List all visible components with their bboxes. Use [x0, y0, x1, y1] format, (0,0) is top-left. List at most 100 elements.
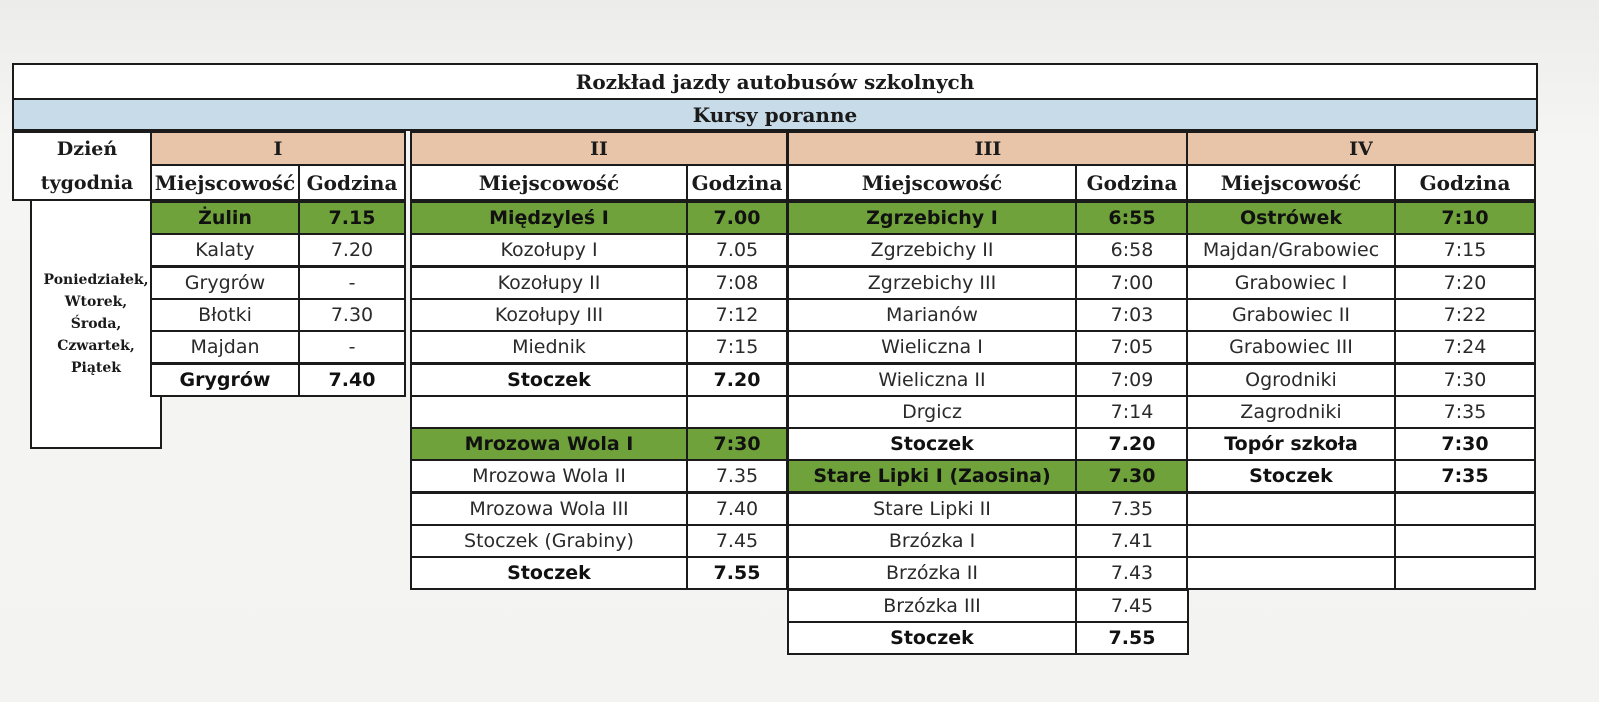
- day-column-header: Dzień tygodnia: [12, 131, 162, 201]
- column-header-time: Godzina: [686, 164, 788, 201]
- stop-time: 7:22: [1394, 298, 1536, 332]
- column-header-time: Godzina: [1394, 164, 1536, 201]
- stop-place: Kozołupy I: [410, 233, 688, 267]
- stop-place: Majdan: [150, 330, 300, 364]
- stop-time: 7.15: [298, 201, 406, 235]
- stop-place: Mrozowa Wola II: [410, 459, 688, 493]
- stop-place: Brzózka III: [787, 589, 1077, 623]
- stop-place: [1186, 524, 1396, 558]
- stop-time: 7:09: [1075, 363, 1189, 397]
- stop-time: 7:30: [1394, 427, 1536, 461]
- stop-time: 7.20: [686, 363, 788, 397]
- stop-time: 7.45: [686, 524, 788, 558]
- stop-time: 7:15: [1394, 233, 1536, 267]
- stop-place: Drgicz: [787, 395, 1077, 429]
- day-header-line-2: tygodnia: [40, 172, 134, 194]
- stop-place: Żulin: [150, 201, 300, 235]
- column-header-place: Miejscowość: [150, 164, 300, 201]
- day-label: Piątek: [71, 360, 121, 376]
- stop-place: Brzózka I: [787, 524, 1077, 558]
- stop-time: [1394, 556, 1536, 590]
- stop-place: Międzyleś I: [410, 201, 688, 235]
- stop-place: Stare Lipki I (Zaosina): [787, 459, 1077, 493]
- stop-place: Kozołupy II: [410, 266, 688, 300]
- stop-time: 7:08: [686, 266, 788, 300]
- stop-place: Stoczek (Grabiny): [410, 524, 688, 558]
- stop-time: 7.00: [686, 201, 788, 235]
- table-title: Rozkład jazdy autobusów szkolnych: [12, 63, 1538, 100]
- stop-time: 7.40: [686, 492, 788, 526]
- stop-time: 7.20: [1075, 427, 1189, 461]
- day-header-line-1: Dzień: [56, 138, 118, 160]
- stop-time: 7.20: [298, 233, 406, 267]
- stop-place: [1186, 492, 1396, 526]
- stop-time: 7.30: [1075, 459, 1189, 493]
- stop-time: 7:35: [1394, 395, 1536, 429]
- stop-time: 7:30: [1394, 363, 1536, 397]
- route-number: III: [787, 131, 1189, 166]
- days-cell: Poniedziałek, Wtorek, Środa, Czwartek, P…: [30, 199, 162, 449]
- stop-place: Kozołupy III: [410, 298, 688, 332]
- stop-time: [686, 395, 788, 429]
- stop-time: -: [298, 266, 406, 300]
- route-number: IV: [1186, 131, 1536, 166]
- stop-place: Grabowiec II: [1186, 298, 1396, 332]
- stop-time: 7:12: [686, 298, 788, 332]
- stop-time: 7.55: [1075, 621, 1189, 655]
- stop-place: Ostrówek: [1186, 201, 1396, 235]
- column-header-place: Miejscowość: [410, 164, 688, 201]
- stop-place: Grygrów: [150, 266, 300, 300]
- stop-time: 7:05: [1075, 330, 1189, 364]
- stop-time: 7:00: [1075, 266, 1189, 300]
- stop-place: Ogrodniki: [1186, 363, 1396, 397]
- stop-place: Stoczek: [410, 363, 688, 397]
- stop-place: Wieliczna I: [787, 330, 1077, 364]
- stop-time: 7:15: [686, 330, 788, 364]
- day-label: Poniedziałek,: [43, 272, 149, 288]
- stop-place: Mrozowa Wola III: [410, 492, 688, 526]
- column-header-time: Godzina: [298, 164, 406, 201]
- stop-place: Stoczek: [787, 427, 1077, 461]
- column-header-time: Godzina: [1075, 164, 1189, 201]
- stop-place: Grabowiec I: [1186, 266, 1396, 300]
- stop-place: Stoczek: [787, 621, 1077, 655]
- stop-time: 6:58: [1075, 233, 1189, 267]
- stop-place: [410, 395, 688, 429]
- stop-time: -: [298, 330, 406, 364]
- stop-time: 7:30: [686, 427, 788, 461]
- stop-place: Zgrzebichy II: [787, 233, 1077, 267]
- stop-time: 7:35: [1394, 459, 1536, 493]
- stop-place: Grabowiec III: [1186, 330, 1396, 364]
- stop-place: Majdan/Grabowiec: [1186, 233, 1396, 267]
- stop-time: 7.41: [1075, 524, 1189, 558]
- stop-time: 7:03: [1075, 298, 1189, 332]
- route-number: I: [150, 131, 406, 166]
- stop-time: 7.05: [686, 233, 788, 267]
- stop-time: 7:14: [1075, 395, 1189, 429]
- stop-place: Stare Lipki II: [787, 492, 1077, 526]
- stop-time: 7:20: [1394, 266, 1536, 300]
- column-header-place: Miejscowość: [1186, 164, 1396, 201]
- stop-time: 7:10: [1394, 201, 1536, 235]
- stop-place: Stoczek: [410, 556, 688, 590]
- table-subtitle: Kursy poranne: [12, 98, 1538, 131]
- stop-time: 7.30: [298, 298, 406, 332]
- route-number: II: [410, 131, 788, 166]
- stop-place: Grygrów: [150, 363, 300, 397]
- stop-time: [1394, 492, 1536, 526]
- stop-place: Mrozowa Wola I: [410, 427, 688, 461]
- stop-time: [1394, 524, 1536, 558]
- stop-place: Zagrodniki: [1186, 395, 1396, 429]
- stop-time: 7.35: [686, 459, 788, 493]
- stop-time: 7.43: [1075, 556, 1189, 590]
- stop-time: 6:55: [1075, 201, 1189, 235]
- stop-time: 7:24: [1394, 330, 1536, 364]
- stop-place: Brzózka II: [787, 556, 1077, 590]
- day-label: Środa,: [70, 316, 122, 332]
- stop-place: Błotki: [150, 298, 300, 332]
- day-label: Czwartek,: [57, 338, 135, 354]
- stop-place: Marianów: [787, 298, 1077, 332]
- stop-place: Stoczek: [1186, 459, 1396, 493]
- stop-place: Kalaty: [150, 233, 300, 267]
